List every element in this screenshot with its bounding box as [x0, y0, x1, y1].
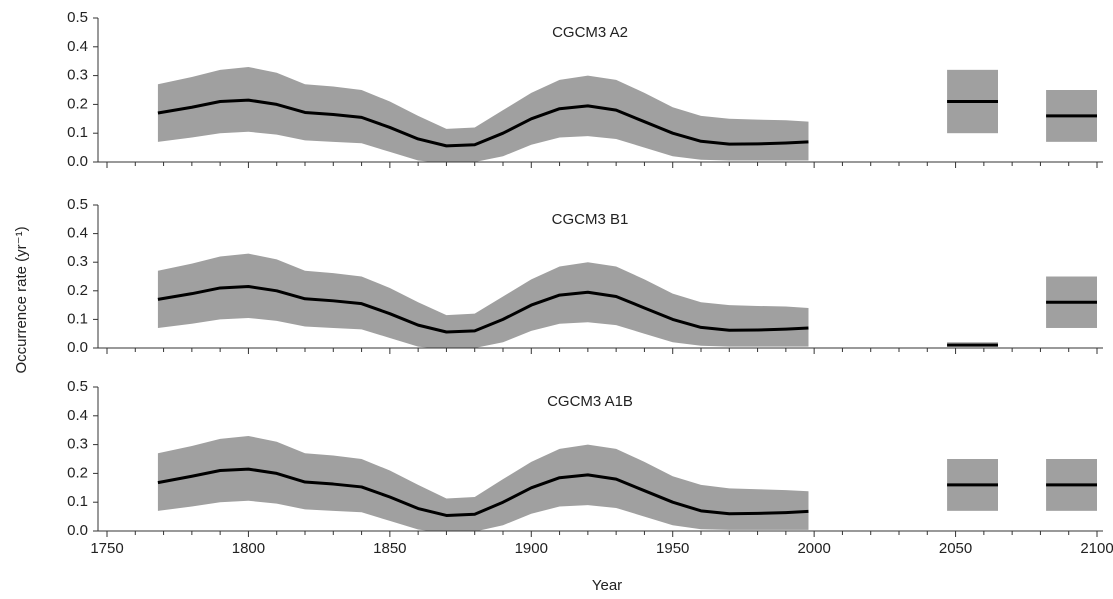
x-tick-label: 1800	[232, 540, 265, 557]
x-tick-label: 1850	[373, 540, 406, 557]
x-axis-label: Year	[592, 577, 622, 594]
y-tick-label: 0.5	[67, 9, 88, 26]
y-axis-label: Occurrence rate (yr⁻¹)	[13, 226, 30, 373]
y-tick-label: 0.1	[67, 493, 88, 510]
x-tick-label: 2000	[797, 540, 830, 557]
y-tick-label: 0.5	[67, 196, 88, 213]
plot-area	[157, 435, 1097, 531]
y-tick-label: 0.2	[67, 282, 88, 299]
y-tick-label: 0.1	[67, 124, 88, 141]
y-tick-label: 0.3	[67, 253, 88, 270]
confidence-band	[157, 66, 809, 162]
rate-line	[157, 467, 809, 517]
y-tick-label: 0.2	[67, 464, 88, 481]
confidence-band	[157, 253, 809, 348]
rate-line	[157, 285, 809, 334]
confidence-band	[157, 435, 809, 531]
x-tick-label: 1900	[515, 540, 548, 557]
x-tick-label: 1950	[656, 540, 689, 557]
panel-title: CGCM3 A1B	[547, 393, 633, 410]
plot-area	[157, 66, 1097, 162]
x-tick-label: 1750	[90, 540, 123, 557]
y-tick-label: 0.0	[67, 522, 88, 539]
panel-title: CGCM3 B1	[552, 211, 629, 228]
y-tick-label: 0.3	[67, 436, 88, 453]
y-tick-label: 0.1	[67, 310, 88, 327]
y-tick-label: 0.4	[67, 407, 88, 424]
y-tick-label: 0.2	[67, 95, 88, 112]
y-tick-label: 0.3	[67, 67, 88, 84]
y-tick-label: 0.4	[67, 38, 88, 55]
plot-area	[157, 253, 1097, 348]
panel-title: CGCM3 A2	[552, 24, 628, 41]
y-tick-label: 0.5	[67, 378, 88, 395]
x-tick-label: 2050	[939, 540, 972, 557]
rate-line	[157, 98, 809, 148]
y-tick-label: 0.0	[67, 339, 88, 356]
x-tick-label: 2100	[1080, 540, 1113, 557]
y-tick-label: 0.4	[67, 225, 88, 242]
y-tick-label: 0.0	[67, 153, 88, 170]
